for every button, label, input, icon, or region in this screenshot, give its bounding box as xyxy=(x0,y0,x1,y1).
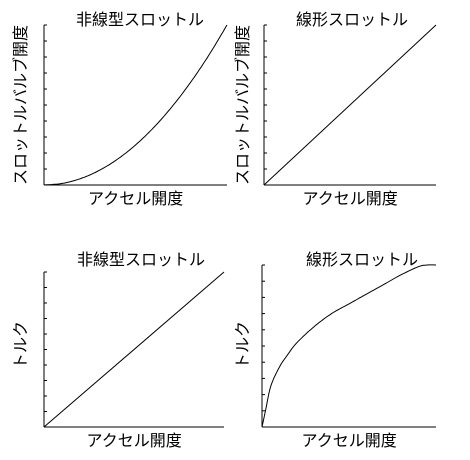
x-axis-label: アクセル開度 xyxy=(301,431,397,450)
x-axis-label: アクセル開度 xyxy=(88,189,184,208)
chart-title: 非線型スロットル xyxy=(77,250,206,269)
series-line xyxy=(43,271,225,428)
series-line xyxy=(263,24,437,186)
x-axis-label: アクセル開度 xyxy=(86,431,182,450)
series-line xyxy=(43,24,228,186)
chart-title: 線形スロットル xyxy=(296,10,409,29)
x-axis-label: アクセル開度 xyxy=(302,189,398,208)
chart-title: 非線型スロットル xyxy=(76,10,205,29)
series-line xyxy=(261,264,436,428)
chart-title: 線形スロットル xyxy=(306,250,419,269)
